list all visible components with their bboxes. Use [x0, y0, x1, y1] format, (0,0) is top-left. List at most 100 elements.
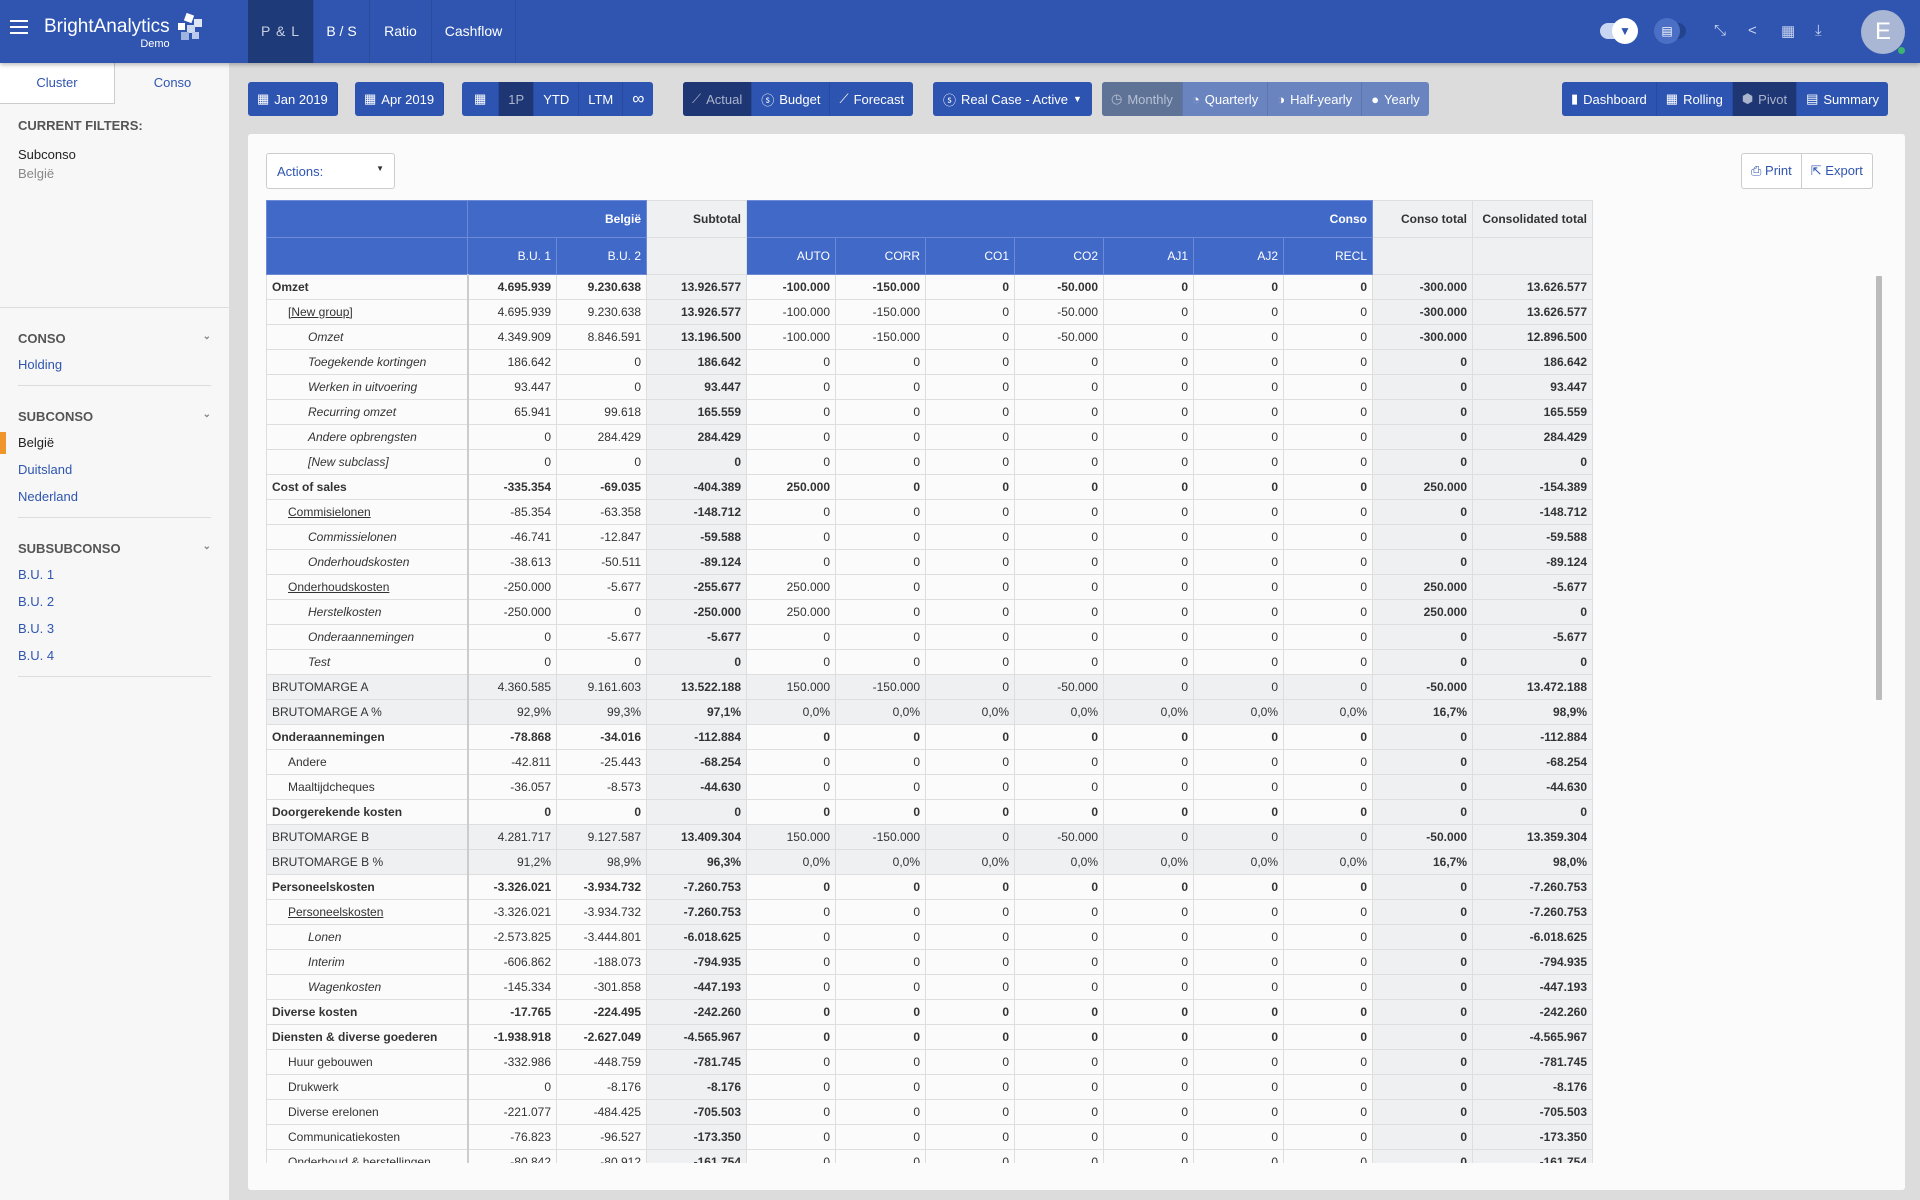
cell-value[interactable]: 250.000: [746, 574, 836, 600]
sidebar-tab-conso[interactable]: Conso: [153, 75, 192, 90]
cell-value[interactable]: -50.000: [1372, 824, 1473, 850]
cell-value[interactable]: 0: [925, 324, 1015, 350]
cell-value[interactable]: -50.000: [1014, 324, 1104, 350]
cell-value[interactable]: 0: [925, 799, 1015, 825]
cell-value[interactable]: -68.254: [1472, 749, 1593, 775]
cell-value[interactable]: 0: [1193, 724, 1284, 750]
view-summary[interactable]: ▤ Summary: [1806, 91, 1879, 107]
cell-value[interactable]: 0: [1103, 449, 1194, 475]
cell-value[interactable]: 13.522.188: [646, 674, 747, 700]
actions-dropdown[interactable]: Actions: ▼: [266, 153, 395, 189]
scenario-budget[interactable]: ⓢ Budget: [752, 82, 831, 116]
row-label[interactable]: Doorgerekende kosten: [266, 799, 469, 825]
cell-value[interactable]: 0: [925, 499, 1015, 525]
cell-value[interactable]: 0: [746, 449, 836, 475]
cell-value[interactable]: 0: [1014, 624, 1104, 650]
cell-value[interactable]: 0: [1472, 799, 1593, 825]
cell-value[interactable]: 0: [1014, 1124, 1104, 1150]
cell-value[interactable]: -145.334: [467, 974, 557, 1000]
cell-value[interactable]: 4.360.585: [467, 674, 557, 700]
cell-value[interactable]: 9.161.603: [556, 674, 647, 700]
cell-value[interactable]: -8.573: [556, 774, 647, 800]
cell-value[interactable]: 0: [835, 349, 926, 375]
row-label[interactable]: Onderhoud & herstellingen: [266, 1149, 469, 1163]
cell-value[interactable]: 0: [1283, 399, 1373, 425]
row-label[interactable]: Commisielonen: [266, 499, 469, 525]
calendar-range-button[interactable]: ▦: [462, 82, 500, 116]
cell-value[interactable]: 0: [835, 799, 926, 825]
cell-value[interactable]: 91,2%: [467, 849, 557, 875]
cell-value[interactable]: 0: [1014, 924, 1104, 950]
cell-value[interactable]: 0: [1283, 324, 1373, 350]
cell-value[interactable]: 0: [1372, 724, 1473, 750]
cell-value[interactable]: 0: [746, 1024, 836, 1050]
cell-value[interactable]: 0: [746, 749, 836, 775]
cell-value[interactable]: 0: [1193, 1024, 1284, 1050]
row-label[interactable]: Personeelskosten: [266, 899, 469, 925]
sidebar-item-duitsland[interactable]: Duitsland: [18, 462, 73, 477]
vertical-scrollbar[interactable]: [1876, 276, 1882, 700]
cell-value[interactable]: 0,0%: [835, 849, 926, 875]
cell-value[interactable]: 0: [1283, 574, 1373, 600]
cell-value[interactable]: -447.193: [646, 974, 747, 1000]
cell-value[interactable]: 0: [746, 524, 836, 550]
cell-value[interactable]: 0: [1014, 724, 1104, 750]
cell-value[interactable]: -85.354: [467, 499, 557, 525]
cell-value[interactable]: 0: [746, 1124, 836, 1150]
cell-value[interactable]: 0: [835, 1049, 926, 1075]
sidebar-item-bu2[interactable]: B.U. 2: [18, 594, 55, 609]
cell-value[interactable]: 0: [1283, 374, 1373, 400]
cell-value[interactable]: 0: [467, 649, 557, 675]
row-label[interactable]: Herstelkosten: [266, 599, 469, 625]
cell-value[interactable]: -3.444.801: [556, 924, 647, 950]
cell-value[interactable]: -161.754: [646, 1149, 747, 1163]
cell-value[interactable]: 0: [1014, 874, 1104, 900]
table-row[interactable]: Onderaannemingen 0 -5.677 -5.677 0 0 0 0 0 0 0 0 -5.…: [266, 624, 1593, 650]
cell-value[interactable]: 0: [746, 624, 836, 650]
cell-value[interactable]: 0: [1193, 549, 1284, 575]
cell-value[interactable]: 0: [1193, 324, 1284, 350]
cell-value[interactable]: 0: [1372, 749, 1473, 775]
cell-value[interactable]: 0: [1193, 1149, 1284, 1163]
cell-value[interactable]: 0: [1014, 949, 1104, 975]
cell-value[interactable]: 0,0%: [1193, 699, 1284, 725]
cell-value[interactable]: 98,9%: [1472, 699, 1593, 725]
cell-value[interactable]: 0: [925, 274, 1015, 300]
cell-value[interactable]: 0: [1193, 949, 1284, 975]
table-row[interactable]: Commissielonen -46.741 -12.847 -59.588 0 0 0 0 0…: [266, 524, 1593, 550]
cell-value[interactable]: 0: [925, 1099, 1015, 1125]
cell-value[interactable]: 186.642: [467, 349, 557, 375]
table-row[interactable]: Wagenkosten -145.334 -301.858 -447.193 0 0 0 0 0…: [266, 974, 1593, 1000]
cell-value[interactable]: 0: [1193, 1049, 1284, 1075]
cell-value[interactable]: 0: [556, 349, 647, 375]
cell-value[interactable]: 250.000: [1372, 474, 1473, 500]
cell-value[interactable]: -12.847: [556, 524, 647, 550]
cell-value[interactable]: 0,0%: [1283, 699, 1373, 725]
cell-value[interactable]: -3.934.732: [556, 874, 647, 900]
cell-value[interactable]: 0: [1103, 549, 1194, 575]
cell-value[interactable]: 0: [467, 624, 557, 650]
row-label[interactable]: Toegekende kortingen: [266, 349, 469, 375]
cell-value[interactable]: 0: [1283, 799, 1373, 825]
row-label[interactable]: Omzet: [266, 274, 469, 300]
cell-value[interactable]: -69.035: [556, 474, 647, 500]
cell-value[interactable]: -7.260.753: [646, 899, 747, 925]
cell-value[interactable]: 250.000: [1372, 574, 1473, 600]
cell-value[interactable]: 4.349.909: [467, 324, 557, 350]
cell-value[interactable]: -4.565.967: [1472, 1024, 1593, 1050]
cell-value[interactable]: -44.630: [1472, 774, 1593, 800]
cell-value[interactable]: -154.389: [1472, 474, 1593, 500]
cell-value[interactable]: 0: [746, 649, 836, 675]
table-row[interactable]: Omzet 4.695.939 9.230.638 13.926.577 -100.00…: [266, 274, 1593, 300]
cell-value[interactable]: 0: [556, 799, 647, 825]
cell-value[interactable]: 0: [1193, 599, 1284, 625]
cell-value[interactable]: 0: [925, 449, 1015, 475]
cell-value[interactable]: 0: [1103, 824, 1194, 850]
cell-value[interactable]: 0: [1372, 1074, 1473, 1100]
cell-value[interactable]: 0: [1014, 449, 1104, 475]
cell-value[interactable]: 0,0%: [1103, 849, 1194, 875]
cell-value[interactable]: 99,3%: [556, 699, 647, 725]
cell-value[interactable]: 0: [1283, 299, 1373, 325]
cell-value[interactable]: -794.935: [1472, 949, 1593, 975]
cell-value[interactable]: 0: [1283, 549, 1373, 575]
